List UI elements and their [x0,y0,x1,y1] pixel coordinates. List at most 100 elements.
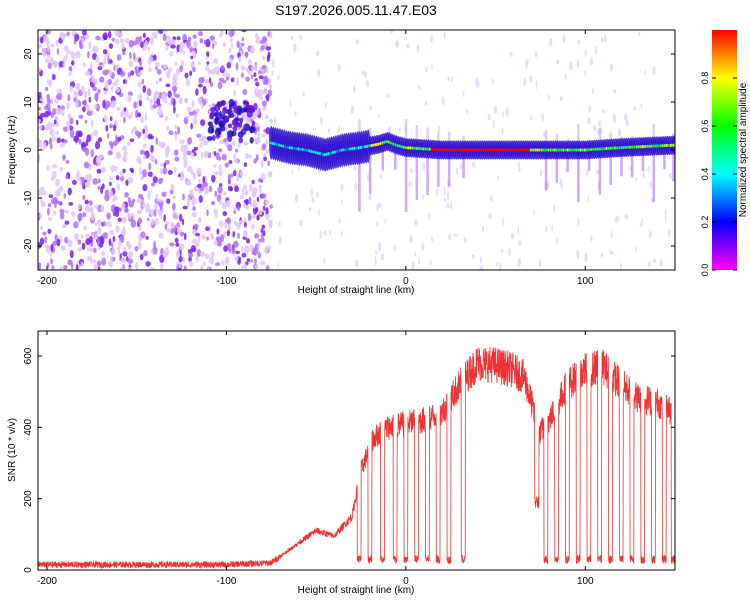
noise-speckle [110,204,116,213]
noise-speckle [584,49,587,58]
noise-speckle [163,214,166,222]
colorbar-ticks: 0.0 0.2 0.4 0.6 0.8 [700,72,737,276]
noise-speckle [247,70,252,75]
noise-speckle [380,253,385,261]
noise-speckle [213,67,216,75]
noise-speckle [109,181,112,187]
signal-blob [238,137,244,144]
noise-speckle [88,206,94,214]
noise-speckle [158,177,163,185]
noise-speckle [165,70,171,79]
noise-speckle [155,91,160,97]
noise-speckle [51,264,55,270]
noise-speckle [523,77,526,87]
noise-speckle [624,113,628,122]
noise-speckle [218,220,224,228]
noise-speckle [55,107,62,116]
signal-blob [245,101,250,109]
noise-speckle [142,184,148,192]
noise-speckle [198,77,203,84]
noise-speckle [569,60,573,71]
noise-speckle [218,183,223,188]
noise-speckle [164,159,170,165]
noise-speckle [38,67,42,72]
noise-speckle [153,240,156,249]
signal-blob [206,136,214,141]
noise-speckle [126,141,131,147]
noise-speckle [213,239,218,246]
noise-speckle [289,98,292,107]
noise-speckle [253,87,259,97]
signal-blob [249,137,254,144]
signal-blob [228,98,235,107]
noise-speckle [55,178,60,187]
snr-xtick-label: 0 [403,576,409,587]
noise-speckle [241,72,244,79]
noise-speckle [228,248,232,253]
signal-blob [209,113,214,120]
noise-speckle [55,39,59,47]
noise-speckle [262,230,266,237]
noise-speckle [174,156,180,162]
noise-speckle [588,105,592,113]
noise-speckle [421,243,425,251]
noise-speckle [134,65,138,74]
noise-speckle [141,78,144,85]
noise-speckle [108,238,112,247]
noise-speckle [218,148,223,153]
noise-speckle [257,178,263,183]
noise-speckle [59,212,65,220]
noise-speckle [47,217,53,221]
noise-speckle [54,234,58,242]
noise-speckle [235,148,239,153]
noise-speckle [202,99,207,106]
noise-speckle [149,98,153,106]
noise-speckle [97,266,101,270]
noise-speckle [239,220,244,224]
noise-speckle [182,193,185,201]
noise-speckle [174,237,179,244]
noise-speckle [369,105,372,111]
noise-speckle [50,244,54,252]
noise-speckle [127,243,132,250]
noise-speckle [236,173,240,183]
noise-speckle [139,253,144,261]
noise-speckle [174,93,180,98]
noise-speckle [137,132,141,139]
noise-speckle [124,37,130,44]
noise-speckle [151,31,158,37]
figure-title: S197.2026.005.11.47.E03 [275,2,437,18]
noise-speckle [242,88,248,96]
noise-speckle [68,65,73,72]
spectral-streak [566,150,569,173]
noise-speckle [90,212,95,221]
noise-speckle [121,216,128,224]
noise-speckle [54,98,59,104]
spectral-streak [663,150,666,170]
noise-speckle [224,256,230,265]
noise-speckle [84,204,90,213]
noise-speckle [229,186,233,192]
noise-speckle [128,39,134,48]
noise-speckle [59,167,64,172]
noise-speckle [328,127,331,135]
noise-speckle [258,209,263,216]
signal-track-core [671,143,675,147]
noise-speckle [639,222,643,228]
noise-speckle [133,126,138,133]
noise-speckle [443,197,447,203]
noise-speckle [100,235,103,244]
noise-speckle [114,64,119,71]
noise-speckle [260,228,264,234]
noise-speckle [174,61,178,67]
noise-speckle [257,89,263,97]
noise-speckle [210,174,216,183]
noise-speckle [173,166,177,173]
noise-speckle [529,75,533,83]
noise-speckle [92,86,98,92]
noise-speckle [170,183,175,191]
noise-speckle [102,221,107,227]
noise-speckle [214,262,221,266]
